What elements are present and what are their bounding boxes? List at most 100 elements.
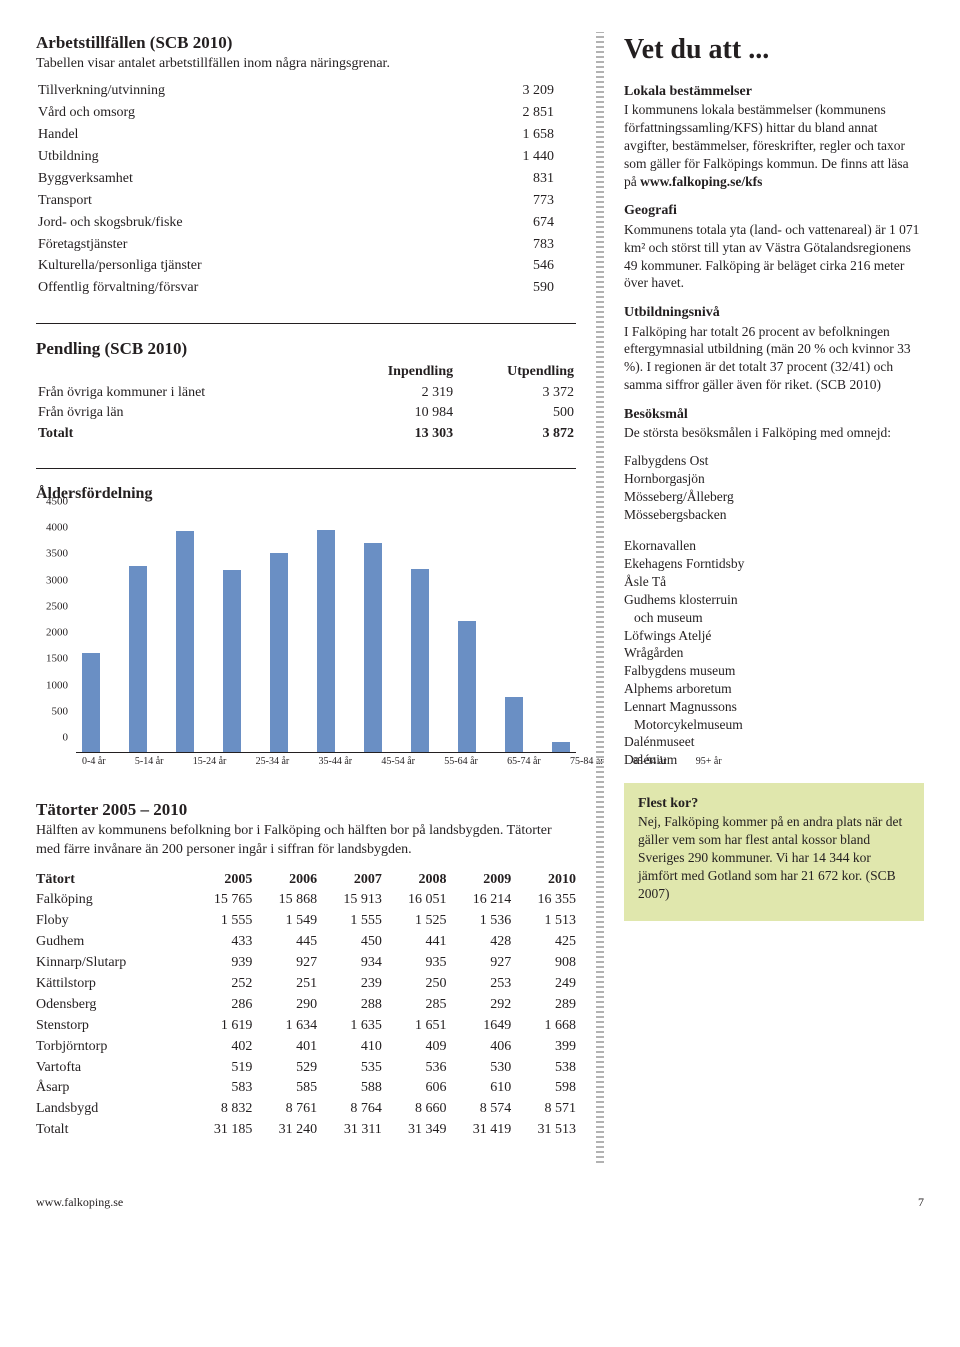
col-header: 2009 [447, 870, 512, 891]
y-tick: 500 [52, 704, 69, 719]
geografi-heading: Geografi [624, 202, 924, 220]
attraction-item: Dalénium [624, 751, 924, 769]
sidebar: Vet du att ... Lokala bestämmelser I kom… [624, 32, 924, 1163]
row-value: 1 440 [471, 148, 554, 168]
total-row: Totalt13 3033 872 [38, 425, 574, 444]
table-row: Företagstjänster783 [38, 235, 554, 255]
row-value: 590 [471, 279, 554, 299]
col-header: 2008 [382, 870, 447, 891]
col-header: 2010 [511, 870, 576, 891]
table-row: Handel1 658 [38, 126, 554, 146]
row-label: Transport [38, 191, 469, 211]
attraction-item: Ekornavallen [624, 537, 924, 555]
dotted-divider [596, 32, 604, 1163]
table-row: Från övriga kommuner i länet2 3193 372 [38, 384, 574, 403]
header-row: Tätort200520062007200820092010 [36, 870, 576, 891]
table-row: Odensberg286290288285292289 [36, 995, 576, 1016]
arbets-block: Arbetstillfällen (SCB 2010) Tabellen vis… [36, 32, 576, 301]
y-tick: 1500 [46, 652, 68, 667]
row-value: 2 851 [471, 104, 554, 124]
chart-bar [505, 697, 523, 752]
table-row: Stenstorp1 6191 6341 6351 65116491 668 [36, 1016, 576, 1037]
age-chart-block: Åldersfördelning 05001000150020002500300… [36, 483, 576, 777]
lokala-link: www.falkoping.se/kfs [640, 174, 762, 189]
arbets-table: Tillverkning/utvinning3 209Vård och omso… [36, 80, 556, 301]
attraction-item: Wrågården [624, 644, 924, 662]
attraction-item: Åsle Tå [624, 573, 924, 591]
x-label: 45-54 år [381, 755, 415, 777]
row-value: 831 [471, 169, 554, 189]
table-row: Byggverksamhet831 [38, 169, 554, 189]
x-label: 55-64 år [444, 755, 478, 777]
row-label: Utbildning [38, 148, 469, 168]
attraction-item: Falbygdens Ost [624, 452, 924, 470]
x-label: 95+ år [696, 755, 722, 777]
row-value: 3 209 [471, 82, 554, 102]
table-row: Kulturella/personliga tjänster546 [38, 257, 554, 277]
table-row: Utbildning1 440 [38, 148, 554, 168]
col-header: 2005 [188, 870, 253, 891]
row-label: Tillverkning/utvinning [38, 82, 469, 102]
y-tick: 3000 [46, 573, 68, 588]
y-tick: 0 [63, 731, 69, 746]
table-row: Floby1 5551 5491 5551 5251 5361 513 [36, 911, 576, 932]
flest-box: Flest kor? Nej, Falköping kommer på en a… [624, 783, 924, 921]
chart-bar [458, 621, 476, 752]
attraction-item: Lennart Magnussons [624, 698, 924, 716]
age-chart: 050010001500200025003000350040004500 0-4… [36, 517, 576, 777]
y-tick: 2000 [46, 626, 68, 641]
chart-bar [411, 569, 429, 752]
row-label: Offentlig förvaltning/försvar [38, 279, 469, 299]
attraction-item: Ekehagens Forntidsby [624, 555, 924, 573]
attraction-item: Löfwings Ateljé [624, 627, 924, 645]
tatorter-title: Tätorter 2005 – 2010 [36, 799, 576, 822]
col-header: Inpendling [337, 363, 453, 382]
pendling-title: Pendling (SCB 2010) [36, 338, 576, 361]
lokala-text: I kommunens lokala bestämmelser (kommune… [624, 101, 924, 190]
row-label: Vård och omsorg [38, 104, 469, 124]
footer: www.falkoping.se 7 [0, 1185, 960, 1228]
attraction-item: Alphems arboretum [624, 680, 924, 698]
attraction-item: Motorcykelmuseum [624, 716, 924, 734]
table-row: Kinnarp/Slutarp939927934935927908 [36, 953, 576, 974]
attractions-group1: Falbygdens OstHornborgasjönMösseberg/Åll… [624, 452, 924, 523]
besok-intro: De största besöksmålen i Falköping med o… [624, 424, 924, 442]
attraction-item: Mösseberg/Ålleberg [624, 488, 924, 506]
x-label: 65-74 år [507, 755, 541, 777]
chart-bar [270, 553, 288, 751]
chart-bar [364, 543, 382, 752]
besok-heading: Besöksmål [624, 406, 924, 424]
table-row: Torbjörntorp402401410409406399 [36, 1037, 576, 1058]
footer-page-number: 7 [918, 1195, 924, 1210]
table-row: Kättilstorp252251239250253249 [36, 974, 576, 995]
y-tick: 3500 [46, 547, 68, 562]
y-tick: 4000 [46, 521, 68, 536]
tatorter-table: Tätort200520062007200820092010Falköping1… [36, 870, 576, 1142]
col-header: 2007 [317, 870, 382, 891]
chart-title: Åldersfördelning [36, 483, 576, 505]
col-header: Tätort [36, 870, 188, 891]
x-label: 25-34 år [256, 755, 290, 777]
table-row: Transport773 [38, 191, 554, 211]
row-value: 773 [471, 191, 554, 211]
attraction-item: Falbygdens museum [624, 662, 924, 680]
row-label: Jord- och skogsbruk/fiske [38, 213, 469, 233]
table-row: Från övriga län10 984500 [38, 404, 574, 423]
table-row: Jord- och skogsbruk/fiske674 [38, 213, 554, 233]
attraction-item: Mössebergsbacken [624, 506, 924, 524]
geografi-text: Kommunens totala yta (land- och vattenar… [624, 221, 924, 292]
lokala-heading: Lokala bestämmelser [624, 83, 924, 101]
chart-x-labels: 0-4 år5-14 år15-24 år25-34 år35-44 år45-… [76, 755, 576, 777]
chart-bar [552, 742, 570, 751]
attraction-item: Gudhems klosterruin [624, 591, 924, 609]
attraction-item: Dalénmuseet [624, 733, 924, 751]
x-label: 15-24 år [193, 755, 227, 777]
pendling-table: InpendlingUtpendlingFrån övriga kommuner… [36, 361, 576, 447]
x-label: 35-44 år [319, 755, 353, 777]
utbildning-text: I Falköping har totalt 26 procent av bef… [624, 323, 924, 394]
sidebar-title: Vet du att ... [624, 32, 924, 69]
x-label: 5-14 år [135, 755, 164, 777]
y-tick: 2500 [46, 599, 68, 614]
row-value: 783 [471, 235, 554, 255]
pendling-block: Pendling (SCB 2010) InpendlingUtpendling… [36, 338, 576, 447]
